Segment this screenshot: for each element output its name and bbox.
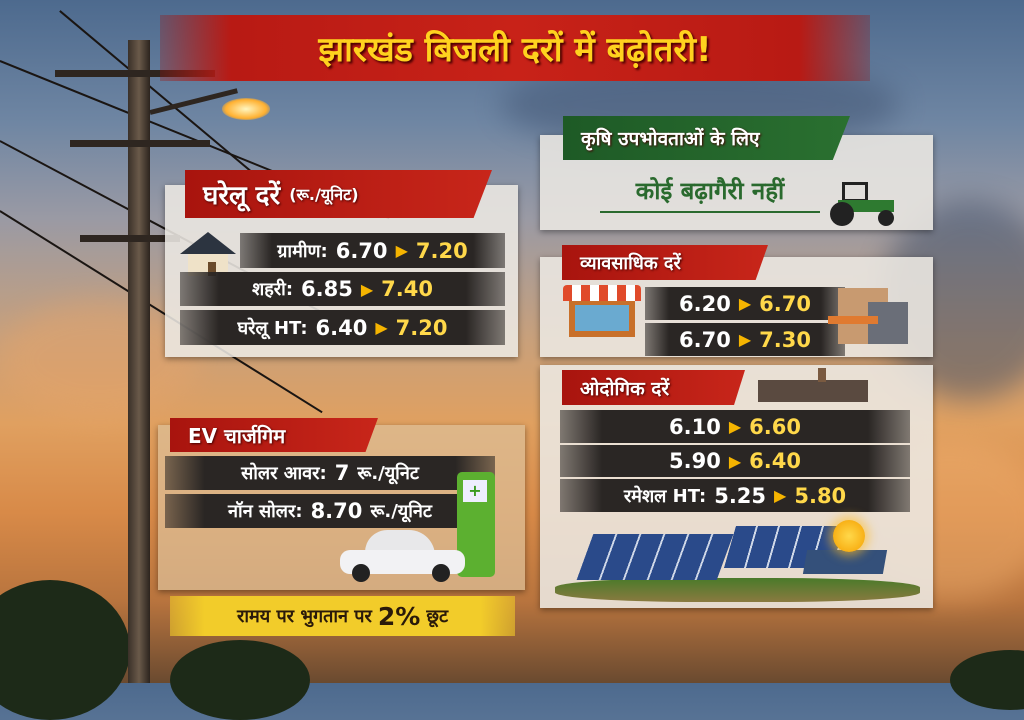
commercial-heading: व्यावसाधिक दरें xyxy=(562,245,768,280)
ev-heading: EV चार्जगिम xyxy=(170,418,378,452)
industrial-row: रमेशल HT: 5.25 ▶ 5.80 xyxy=(560,479,910,512)
arrow-right-icon: ▶ xyxy=(395,241,408,260)
discount-value: 2% xyxy=(377,601,421,631)
commercial-row: 6.20 ▶ 6.70 xyxy=(645,287,845,320)
old-rate: 5.25 xyxy=(714,483,767,508)
arrow-right-icon: ▶ xyxy=(375,318,388,337)
pole-crossarm xyxy=(70,140,210,147)
sun-icon xyxy=(833,520,865,552)
tree xyxy=(0,580,130,720)
row-label: ग्रामीण: xyxy=(277,240,328,262)
domestic-heading: घरेलू दरें (रू./यूनिट) xyxy=(185,170,492,218)
pole-crossarm xyxy=(55,70,215,77)
ev-row: सोलर आवर: 7 रू./यूनिट xyxy=(165,456,495,490)
old-rate: 6.70 xyxy=(679,327,731,352)
arrow-right-icon: ▶ xyxy=(738,294,752,313)
house-icon xyxy=(180,232,236,278)
old-rate: 6.20 xyxy=(679,291,731,316)
new-rate: 7.20 xyxy=(415,238,468,263)
store-icon xyxy=(563,285,641,340)
new-rate: 6.70 xyxy=(759,291,811,316)
row-label: शहरी: xyxy=(252,279,294,300)
commercial-row: 6.70 ▶ 7.30 xyxy=(645,323,845,356)
ev-row: नॉन सोलर: 8.70 रू./यूनिट xyxy=(165,494,495,528)
tree xyxy=(950,650,1024,710)
arrow-right-icon: ▶ xyxy=(774,486,787,505)
pole-crossarm xyxy=(80,235,180,242)
row-label: घरेलू HT: xyxy=(237,317,308,339)
street-lamp-icon xyxy=(222,98,270,120)
industrial-row: 5.90 ▶ 6.40 xyxy=(560,445,910,477)
row-label: नॉन सोलर: xyxy=(228,501,303,522)
old-rate: 6.70 xyxy=(335,238,388,263)
industrial-row: 6.10 ▶ 6.60 xyxy=(560,410,910,443)
row-label: रमेशल HT: xyxy=(623,485,707,507)
arrow-right-icon: ▶ xyxy=(738,330,752,349)
row-label: सोलर आवर: xyxy=(241,463,327,484)
new-rate: 7.30 xyxy=(759,327,811,352)
rate: 7 xyxy=(334,461,350,485)
unit: रू./यूनिट xyxy=(370,501,432,522)
domestic-row: शहरी: 6.85 ▶ 7.40 xyxy=(180,272,505,306)
discount-banner: रामय पर भुगतान पर 2% छूट xyxy=(170,596,515,636)
new-rate: 6.40 xyxy=(749,449,801,473)
old-rate: 6.40 xyxy=(315,315,368,340)
old-rate: 6.85 xyxy=(301,277,353,301)
agriculture-text: कोई बढ़ागैरी नहीं xyxy=(600,174,820,213)
unit: रू./यूनिट xyxy=(357,463,419,484)
solar-panel-icon xyxy=(555,520,920,602)
arrow-right-icon: ▶ xyxy=(360,279,374,299)
heading-text: घरेलू दरें xyxy=(203,181,281,211)
domestic-row: ग्रामीण: 6.70 ▶ 7.20 xyxy=(240,233,505,268)
discount-text: रामय पर भुगतान पर xyxy=(236,606,372,627)
car-icon xyxy=(340,530,465,582)
building-icon xyxy=(828,288,920,344)
new-rate: 7.20 xyxy=(395,315,448,340)
factory-icon xyxy=(758,368,868,402)
tractor-icon xyxy=(828,182,896,226)
new-rate: 6.60 xyxy=(749,414,801,439)
discount-suffix: छूट xyxy=(426,606,449,627)
new-rate: 5.80 xyxy=(794,483,847,508)
agriculture-heading: कृषि उपभोवताओं के लिए xyxy=(563,116,850,160)
rate: 8.70 xyxy=(310,499,363,523)
utility-pole-icon xyxy=(128,40,150,683)
arrow-right-icon: ▶ xyxy=(728,451,742,471)
unit-text: (रू./यूनिट) xyxy=(289,185,359,204)
arrow-right-icon: ▶ xyxy=(728,417,742,436)
page-title: झारखंड बिजली दरों में बढ़ोतरी! xyxy=(160,15,870,81)
old-rate: 6.10 xyxy=(669,414,721,439)
industrial-heading: ओदोगिक दरें xyxy=(562,370,745,405)
old-rate: 5.90 xyxy=(669,449,721,473)
domestic-row: घरेलू HT: 6.40 ▶ 7.20 xyxy=(180,310,505,345)
tree xyxy=(170,640,310,720)
new-rate: 7.40 xyxy=(381,277,433,301)
